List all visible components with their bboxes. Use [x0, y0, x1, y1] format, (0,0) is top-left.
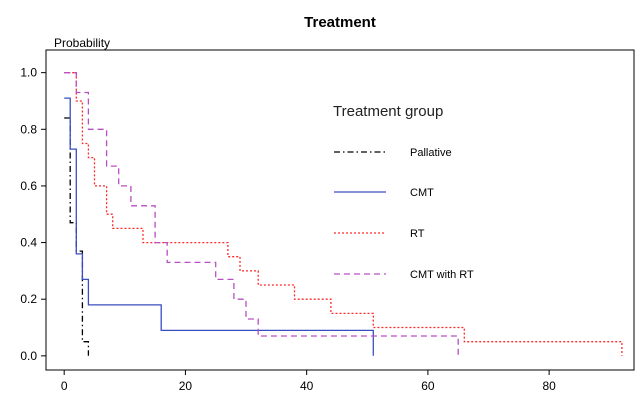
- legend: Treatment group Pallative CMT RT CMT with R…: [333, 103, 474, 281]
- legend-label: RT: [410, 228, 425, 240]
- series-cmt-line: [64, 97, 374, 356]
- legend-label: CMT: [410, 187, 434, 199]
- legend-label: CMT with RT: [410, 269, 474, 281]
- y-tick-label: 0.2: [20, 292, 37, 306]
- y-tick-label: 0.6: [20, 179, 37, 193]
- y-tick-label: 0.4: [20, 236, 37, 250]
- x-tick-label: 80: [542, 379, 556, 393]
- legend-title: Treatment group: [333, 103, 443, 120]
- series-cmt-with-rt-line: [64, 72, 459, 356]
- chart-title: Treatment: [304, 14, 376, 31]
- legend-label: Pallative: [410, 147, 452, 159]
- y-tick-label: 1.0: [20, 66, 37, 80]
- plot-frame: [45, 49, 635, 371]
- axes: 0.0 0.2 0.4 0.6 0.8 1.0 0 20 40 60 80: [20, 66, 556, 393]
- survival-curves: [64, 72, 623, 356]
- x-tick-label: 60: [421, 379, 435, 393]
- x-tick-label: 0: [61, 379, 68, 393]
- y-axis-label: Probability: [54, 36, 110, 50]
- series-rt-line: [64, 72, 623, 356]
- y-tick-label: 0.0: [20, 349, 37, 363]
- x-tick-label: 40: [300, 379, 314, 393]
- y-tick-label: 0.8: [20, 122, 37, 136]
- x-tick-label: 20: [179, 379, 193, 393]
